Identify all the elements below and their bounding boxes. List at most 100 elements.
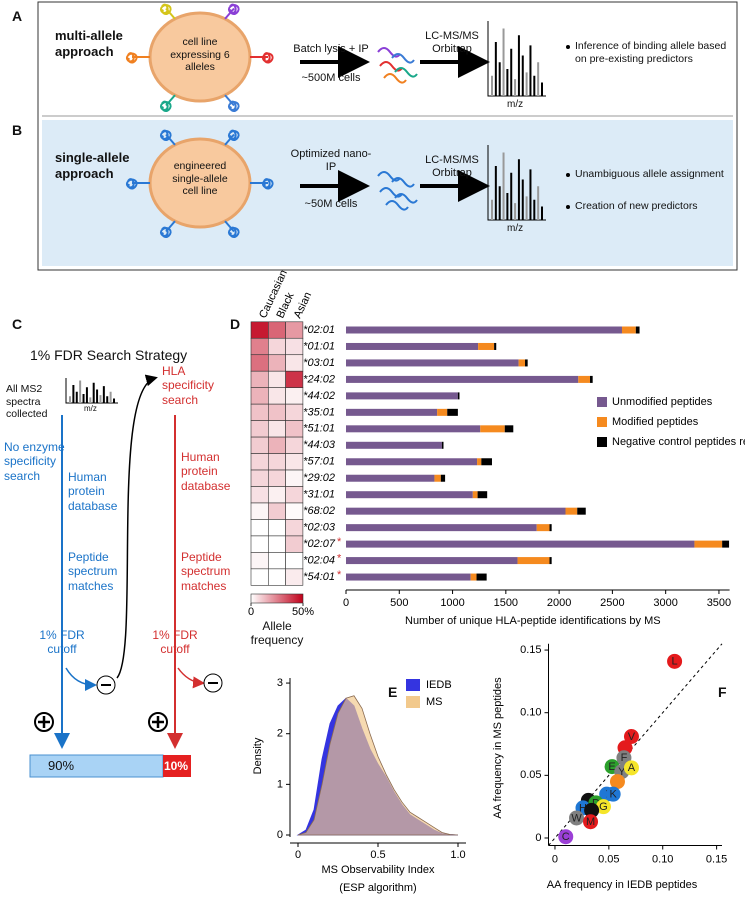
- point-label: K: [609, 789, 617, 801]
- plus-icon: [38, 716, 50, 728]
- heat-cell: [267, 502, 286, 520]
- legend-label: IEDB: [426, 679, 452, 691]
- point-label: W: [571, 812, 582, 824]
- bullet: [566, 45, 570, 49]
- category-label: A*31:01: [295, 489, 335, 501]
- peptide-icon: [383, 73, 407, 84]
- x-tick-label: 3000: [653, 597, 677, 609]
- input-label: All MS2 spectra collected: [6, 383, 48, 421]
- heat-cell: [250, 486, 269, 504]
- heat-cell: [285, 453, 304, 471]
- legend-swatch: [597, 397, 607, 407]
- heat-cell: [250, 453, 269, 471]
- bar-segment: [504, 425, 514, 433]
- panel-label: E: [388, 684, 398, 700]
- heat-cell: [250, 568, 269, 586]
- heat-cell: [285, 469, 304, 487]
- axis-label: m/z: [84, 404, 97, 413]
- panel-b-background: [42, 120, 733, 266]
- instrument-label: LC-MS/MS Orbitrap: [425, 30, 479, 56]
- cells-label: ~500M cells: [301, 72, 361, 84]
- legend-label: MS: [426, 696, 443, 708]
- approach-label: single-allele approach: [55, 150, 130, 181]
- bar-segment: [549, 557, 552, 565]
- heat-cell: [267, 453, 286, 471]
- panel-label: F: [718, 684, 727, 700]
- heat-cell: [285, 519, 304, 537]
- instrument-label: LC-MS/MS Orbitrap: [425, 154, 479, 180]
- heat-cell: [285, 337, 304, 356]
- heat-cell: [250, 502, 269, 520]
- legend-swatch: [597, 417, 607, 427]
- bar-segment: [478, 342, 495, 350]
- allele-stem: [224, 220, 235, 233]
- allele-icon: [261, 178, 274, 190]
- panel-label: C: [12, 316, 23, 332]
- step-right: HLA specificity search: [162, 364, 215, 407]
- peptide-icon: [394, 193, 418, 204]
- x-axis-title: MS Observability Index: [321, 864, 435, 876]
- x-tick-label: 1.0: [450, 849, 465, 861]
- category-label: A*02:03: [295, 522, 336, 534]
- heat-cell: [267, 535, 286, 553]
- bar-segment: [549, 524, 552, 532]
- legend-label: Unmodified peptides: [612, 396, 713, 408]
- category-label: B*51:01: [296, 423, 335, 435]
- step-left: 1% FDR cutoff: [39, 628, 85, 657]
- bar-segment: [441, 441, 444, 449]
- point: [569, 810, 585, 826]
- legend-swatch: [406, 679, 420, 691]
- allele-icon: [159, 100, 172, 112]
- heat-cell: [285, 420, 304, 438]
- bar-segment: [525, 359, 528, 367]
- category-label: A*01:01: [295, 340, 335, 352]
- result-label: 90%: [48, 758, 75, 773]
- y-tick-label: 3: [277, 677, 283, 689]
- result-bar: [163, 755, 191, 777]
- heat-cell: [285, 387, 304, 405]
- point: [584, 802, 600, 818]
- heat-cell: [250, 337, 269, 356]
- category-marker: *: [337, 552, 342, 564]
- x-tick-label: 0.15: [706, 853, 727, 865]
- x-tick-label: 0: [552, 853, 558, 865]
- allele-icon: [227, 129, 240, 141]
- heat-cell: [285, 486, 304, 504]
- colorbar-tick-label: 0: [248, 606, 254, 618]
- point: [583, 814, 599, 830]
- allele-icon: [125, 52, 138, 64]
- heat-cell: [285, 436, 304, 454]
- step-right: Human protein database: [181, 450, 231, 493]
- bar-segment: [346, 557, 518, 565]
- point: [623, 729, 639, 745]
- colorbar-label: Allele frequency: [250, 619, 304, 648]
- plus-icon: [152, 716, 164, 728]
- heat-cell: [285, 552, 304, 570]
- y-tick-label: 2: [277, 728, 283, 740]
- heat-cell: [250, 420, 269, 438]
- flow-arrow: [177, 667, 205, 689]
- bar-segment: [346, 342, 479, 350]
- y-tick-label: 0.15: [520, 644, 541, 656]
- legend-label: Modified peptides: [612, 416, 699, 428]
- allele-icon: [261, 52, 274, 64]
- bullet: [566, 173, 570, 177]
- y-tick-label: 0: [535, 832, 541, 844]
- legend-swatch: [406, 696, 420, 708]
- heat-cell: [285, 370, 304, 388]
- bar-segment: [346, 375, 579, 383]
- bar-segment: [722, 540, 730, 548]
- heat-cell: [250, 354, 269, 372]
- category-marker: *: [337, 569, 342, 581]
- heat-cell: [267, 337, 286, 356]
- allele-stem: [224, 133, 235, 146]
- point-label: H: [579, 802, 587, 814]
- legend-label: Negative control peptides removed: [612, 436, 745, 448]
- allele-icon: [227, 3, 240, 15]
- bullet: [566, 205, 570, 209]
- column-label: Asian: [292, 290, 315, 320]
- bar-segment: [472, 491, 478, 499]
- heat-cell: [250, 436, 269, 454]
